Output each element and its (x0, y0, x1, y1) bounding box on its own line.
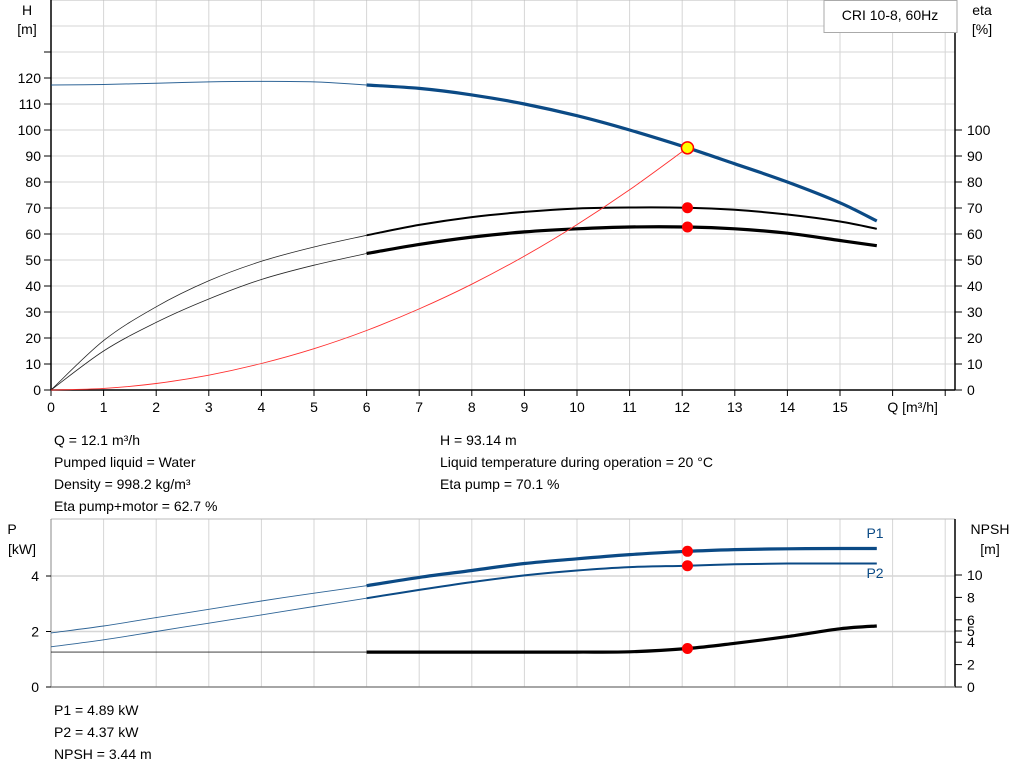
npsh-tick-label: 10 (967, 567, 983, 583)
npsh-tick-label: 0 (967, 679, 975, 695)
duty-point-info-left: Q = 12.1 m³/h Pumped liquid = Water Dens… (54, 429, 217, 517)
operating-point-H (680, 141, 695, 155)
duty-point-info-right: H = 93.14 m Liquid temperature during op… (440, 429, 713, 495)
q-tick-label: 7 (415, 399, 423, 415)
q-tick-label: 14 (780, 399, 796, 415)
head-value: H = 93.14 m (440, 432, 517, 448)
power-info: P1 = 4.89 kW P2 = 4.37 kW NPSH = 3.44 m (54, 699, 152, 765)
p2-series-label: P2 (866, 565, 883, 581)
h-axis-label: H (22, 2, 32, 18)
h-tick-label: 50 (25, 252, 41, 268)
series-P2 (366, 562, 877, 600)
npsh-tick-label: 6 (967, 612, 975, 628)
npsh-tick-label: 8 (967, 589, 975, 605)
q-tick-label: 15 (832, 399, 848, 415)
eta-tick-label: 100 (967, 122, 991, 138)
h-tick-label: 60 (25, 226, 41, 242)
q-tick-label: 9 (521, 399, 529, 415)
eta-tick-label: 80 (967, 174, 983, 190)
eta-tick-label: 10 (967, 356, 983, 372)
q-tick-label: 10 (569, 399, 585, 415)
eta-tick-label: 20 (967, 330, 983, 346)
h-tick-label: 40 (25, 278, 41, 294)
q-tick-label: 6 (363, 399, 371, 415)
operating-point-P1 (681, 545, 693, 557)
series-eta_pump_motor (366, 225, 878, 256)
eta-tick-label: 60 (967, 226, 983, 242)
series-eta_pump-extrapolated (50, 234, 367, 391)
q-tick-label: 3 (205, 399, 213, 415)
h-tick-label: 80 (25, 174, 41, 190)
legend-box (823, 0, 958, 33)
density-value: Density = 998.2 kg/m³ (54, 476, 191, 492)
p1-value: P1 = 4.89 kW (54, 702, 139, 718)
p-tick-label: 4 (31, 568, 39, 584)
npsh-axis-label: NPSH (971, 521, 1010, 537)
operating-point-eta_pump_motor (681, 221, 693, 233)
npsh-tick-label: 4 (967, 634, 975, 650)
q-axis-label: Q [m³/h] (887, 399, 938, 415)
q-tick-label: 1 (100, 399, 108, 415)
flow-value: Q = 12.1 m³/h (54, 432, 140, 448)
q-tick-label: 4 (258, 399, 266, 415)
liquid-temperature: Liquid temperature during operation = 20… (440, 454, 713, 470)
q-tick-label: 5 (310, 399, 318, 415)
h-tick-label: 120 (18, 70, 42, 86)
npsh-value: NPSH = 3.44 m (54, 746, 152, 762)
eta-axis-unit: [%] (972, 21, 992, 37)
q-tick-label: 12 (674, 399, 690, 415)
p-tick-label: 0 (31, 679, 39, 695)
q-tick-label: 2 (152, 399, 160, 415)
h-tick-label: 30 (25, 304, 41, 320)
npsh-tick-label: 2 (967, 657, 975, 673)
p2-value: P2 = 4.37 kW (54, 724, 139, 740)
series-NPSH (366, 624, 877, 654)
eta-tick-label: 30 (967, 304, 983, 320)
eta-pump-value: Eta pump = 70.1 % (440, 476, 560, 492)
h-tick-label: 90 (25, 148, 41, 164)
h-tick-label: 110 (19, 96, 42, 112)
p-axis-label: P (7, 521, 16, 537)
operating-point-P2 (681, 560, 693, 572)
eta-axis-label: eta (972, 2, 992, 18)
h-axis-unit: [m] (17, 21, 36, 37)
series-P1 (366, 546, 877, 588)
h-tick-label: 70 (25, 200, 41, 216)
series-H-extrapolated (50, 80, 367, 86)
series-H (366, 83, 878, 223)
h-tick-label: 20 (25, 330, 41, 346)
series-system_curve (50, 147, 688, 391)
p-axis-unit: [kW] (8, 541, 36, 557)
p-tick-label: 2 (31, 624, 39, 640)
series-eta_pump (366, 206, 877, 237)
h-tick-label: 10 (25, 356, 41, 372)
operating-point-NPSH (681, 642, 693, 654)
npsh-tick-label: 5 (967, 623, 975, 639)
q-tick-label: 0 (47, 399, 55, 415)
pumped-liquid: Pumped liquid = Water (54, 454, 196, 470)
eta-tick-label: 90 (967, 148, 983, 164)
h-tick-label: 100 (18, 122, 42, 138)
eta-tick-label: 50 (967, 252, 983, 268)
h-tick-label: 0 (33, 382, 41, 398)
series-P2-extrapolated (50, 597, 367, 648)
npsh-axis-unit: [m] (980, 541, 999, 557)
q-tick-label: 8 (468, 399, 476, 415)
series-P1-extrapolated (50, 585, 367, 634)
q-tick-label: 13 (727, 399, 743, 415)
eta-pump-motor-value: Eta pump+motor = 62.7 % (54, 498, 218, 514)
p1-series-label: P1 (866, 525, 883, 541)
eta-tick-label: 70 (967, 200, 983, 216)
q-tick-label: 11 (622, 399, 637, 415)
legend-text: CRI 10-8, 60Hz (842, 7, 938, 23)
eta-tick-label: 40 (967, 278, 983, 294)
operating-point-eta_pump (681, 202, 693, 214)
series-eta_pump_motor-extrapolated (50, 253, 367, 391)
eta-tick-label: 0 (967, 382, 975, 398)
